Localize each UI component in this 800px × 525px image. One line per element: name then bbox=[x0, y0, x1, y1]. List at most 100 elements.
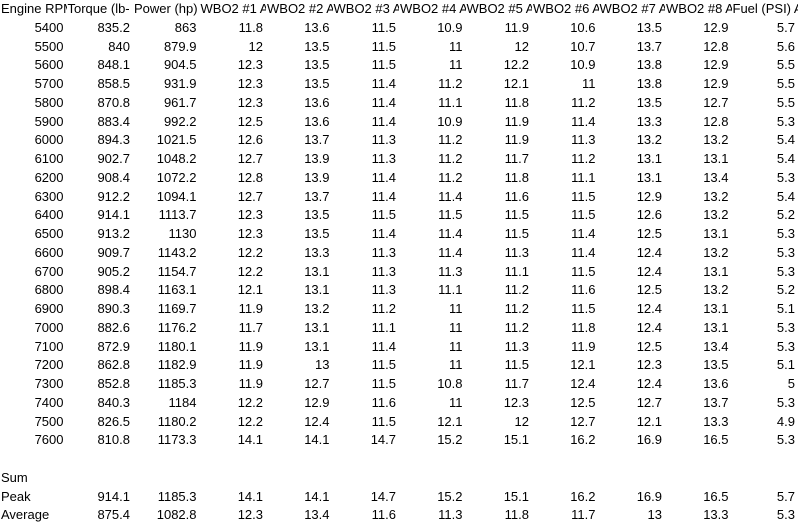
data-cell: 5.7 bbox=[776, 19, 795, 35]
data-cell: 12.9 bbox=[304, 394, 330, 410]
data-cell: 12.3 bbox=[237, 226, 263, 241]
data-cell: 6800 bbox=[34, 282, 64, 298]
data-cell: 13.6 bbox=[304, 19, 330, 35]
summary-cell: 13.4 bbox=[304, 507, 330, 523]
data-cell: 5.4 bbox=[776, 188, 795, 204]
data-cell: 826.5 bbox=[97, 413, 130, 429]
data-cell: 11.4 bbox=[438, 226, 463, 241]
data-cell: 12.7 bbox=[703, 94, 729, 110]
summary-cell: 11.7 bbox=[571, 507, 596, 523]
data-cell: 5400 bbox=[34, 19, 64, 35]
data-cell: 12.4 bbox=[636, 301, 662, 316]
data-cell: 13.3 bbox=[636, 113, 662, 129]
column-header: Fuel (PSI) A bbox=[732, 1, 799, 16]
data-cell: 11.5 bbox=[571, 188, 596, 204]
summary-label: Average bbox=[1, 507, 50, 523]
data-cell: 12.7 bbox=[237, 151, 263, 166]
data-cell: 12.5 bbox=[237, 113, 263, 129]
data-cell: 7500 bbox=[34, 413, 64, 429]
data-cell: 11.4 bbox=[371, 169, 396, 185]
data-cell: 7100 bbox=[34, 338, 64, 354]
data-cell: 1072.2 bbox=[156, 169, 197, 185]
summary-cell: 1082.8 bbox=[156, 507, 197, 523]
data-cell: 11 bbox=[449, 301, 463, 316]
data-cell: 12.2 bbox=[237, 263, 263, 279]
data-cell: 13.5 bbox=[304, 57, 330, 73]
data-cell: 13.2 bbox=[703, 244, 729, 260]
data-cell: 11.5 bbox=[371, 207, 396, 223]
data-cell: 5.5 bbox=[776, 57, 795, 73]
data-cell: 13.5 bbox=[703, 357, 729, 373]
data-cell: 11.2 bbox=[371, 301, 396, 316]
data-cell: 11.5 bbox=[371, 38, 396, 54]
data-cell: 1163.1 bbox=[157, 282, 197, 298]
data-cell: 1185.3 bbox=[157, 376, 197, 391]
data-cell: 12.3 bbox=[237, 76, 263, 91]
data-cell: 13.6 bbox=[304, 113, 330, 129]
data-cell: 13.5 bbox=[636, 94, 662, 110]
column-header: WBO2 #6 A bbox=[533, 1, 599, 16]
data-cell: 11.6 bbox=[571, 282, 596, 298]
data-cell: 1130 bbox=[168, 226, 197, 241]
data-cell: 11.2 bbox=[438, 169, 463, 185]
data-cell: 5 bbox=[787, 376, 795, 391]
data-cell: 12 bbox=[248, 38, 263, 54]
data-cell: 13.1 bbox=[304, 282, 330, 298]
data-cell: 12.2 bbox=[503, 57, 529, 73]
data-cell: 11.4 bbox=[371, 338, 396, 354]
data-cell: 12.7 bbox=[636, 394, 662, 410]
data-cell: 13.5 bbox=[304, 207, 330, 223]
data-cell: 4.9 bbox=[776, 413, 795, 429]
data-cell: 1184 bbox=[168, 394, 197, 410]
data-cell: 10.6 bbox=[570, 19, 596, 35]
data-cell: 11 bbox=[449, 57, 463, 73]
data-cell: 6200 bbox=[34, 169, 64, 185]
data-cell: 858.5 bbox=[97, 76, 130, 91]
data-cell: 11.1 bbox=[438, 282, 463, 298]
data-cell: 12.7 bbox=[570, 413, 596, 429]
data-cell: 909.7 bbox=[97, 244, 130, 260]
data-cell: 6000 bbox=[34, 132, 64, 148]
data-cell: 16.5 bbox=[703, 432, 729, 448]
data-cell: 6600 bbox=[34, 244, 64, 260]
data-cell: 5.4 bbox=[776, 151, 795, 166]
data-cell: 11.5 bbox=[371, 413, 396, 429]
data-cell: 13.2 bbox=[703, 188, 729, 204]
data-cell: 10.7 bbox=[570, 38, 596, 54]
data-cell: 11.9 bbox=[504, 113, 529, 129]
data-cell: 5.3 bbox=[776, 113, 795, 129]
data-cell: 11 bbox=[582, 76, 596, 91]
data-cell: 13.5 bbox=[304, 76, 330, 91]
data-cell: 12.7 bbox=[304, 376, 330, 391]
data-cell: 848.1 bbox=[97, 57, 130, 73]
data-cell: 11.2 bbox=[504, 319, 529, 335]
data-cell: 12.2 bbox=[237, 413, 263, 429]
data-cell: 12.8 bbox=[703, 113, 729, 129]
data-cell: 5.3 bbox=[776, 338, 795, 354]
data-cell: 7600 bbox=[34, 432, 64, 448]
data-cell: 12.7 bbox=[237, 188, 263, 204]
data-cell: 13.3 bbox=[703, 413, 729, 429]
data-cell: 852.8 bbox=[97, 376, 130, 391]
data-cell: 5.3 bbox=[776, 394, 795, 410]
data-cell: 879.9 bbox=[163, 38, 197, 54]
data-cell: 11.2 bbox=[504, 301, 529, 316]
data-cell: 13.1 bbox=[703, 319, 729, 335]
data-cell: 7300 bbox=[34, 376, 64, 391]
data-cell: 10.9 bbox=[437, 113, 463, 129]
column-header: WBO2 #8 A bbox=[666, 1, 732, 16]
data-cell: 6400 bbox=[34, 207, 64, 223]
data-cell: 13.4 bbox=[703, 169, 729, 185]
data-cell: 12.4 bbox=[636, 319, 662, 335]
data-cell: 11.7 bbox=[238, 319, 263, 335]
data-cell: 11.3 bbox=[438, 263, 463, 279]
data-cell: 11.3 bbox=[371, 132, 396, 148]
data-cell: 13.5 bbox=[636, 19, 662, 35]
data-cell: 7200 bbox=[34, 357, 64, 373]
data-cell: 5700 bbox=[34, 76, 64, 91]
data-cell: 1048.2 bbox=[156, 151, 197, 166]
data-cell: 11.1 bbox=[504, 263, 529, 279]
data-cell: 13.5 bbox=[304, 38, 330, 54]
data-cell: 931.9 bbox=[163, 76, 197, 91]
